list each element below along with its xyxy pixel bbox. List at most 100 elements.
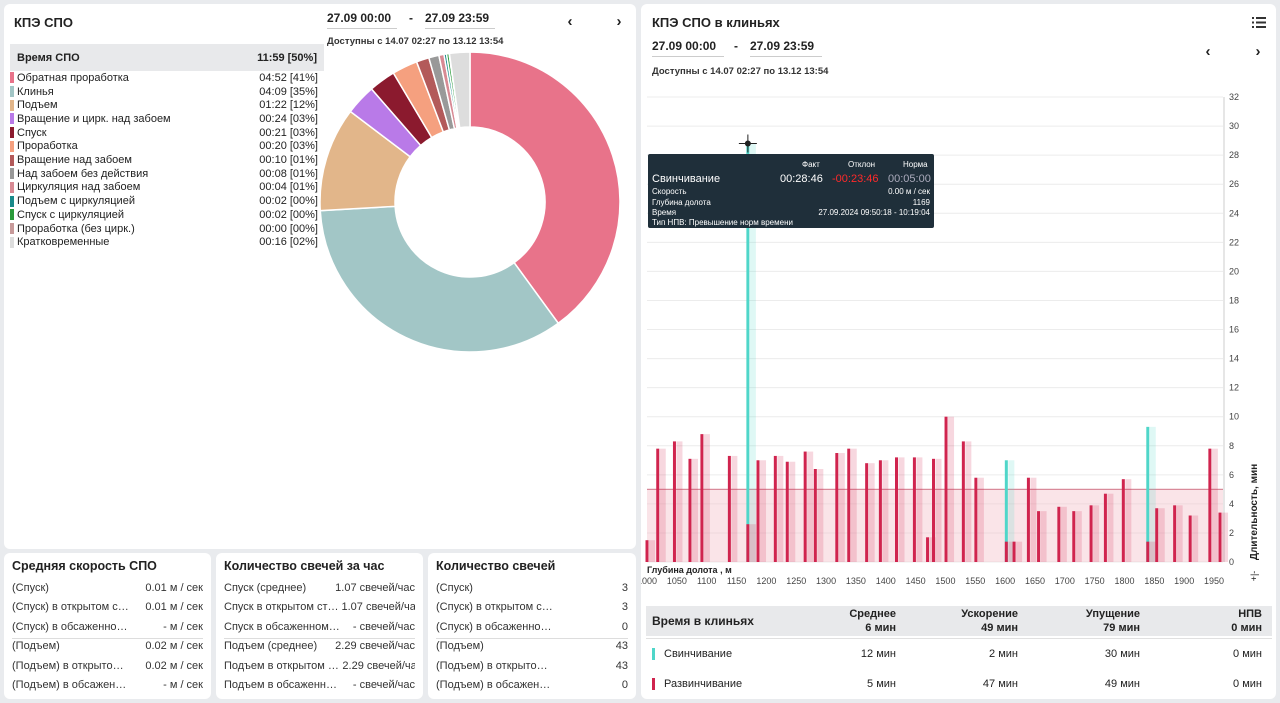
legend-item[interactable]: Кратковременные 00:16 [02%] [10, 235, 318, 249]
donut-slice[interactable] [448, 52, 471, 129]
availability-note: Доступны с 14.07 02:27 по 13.12 13:54 [327, 36, 504, 47]
bar[interactable] [1012, 541, 1016, 562]
bar[interactable] [1103, 493, 1107, 562]
bar[interactable] [1146, 541, 1150, 562]
bar[interactable] [1218, 512, 1222, 562]
row-label: Развинчивание [664, 678, 743, 690]
metric-label: (Подъем) в открытом стволе [436, 659, 555, 672]
bar[interactable] [727, 455, 731, 562]
bar-shadow [649, 540, 655, 562]
row-value: 47 мин [982, 678, 1018, 690]
hamburger-menu-icon[interactable] [1252, 17, 1266, 28]
zoom-icon[interactable]: +|- [1249, 571, 1259, 582]
y-tick-label: 0 [1229, 557, 1234, 567]
legend-item[interactable]: Проработка 00:20 [03%] [10, 140, 318, 154]
legend-item[interactable]: Циркуляция над забоем 00:04 [01%] [10, 181, 318, 195]
tooltip-time-value: 27.09.2024 09:50:18 - 10:19:04 [818, 208, 930, 217]
bar[interactable] [803, 451, 807, 562]
bar[interactable] [961, 441, 965, 562]
bar[interactable] [835, 453, 839, 562]
bar[interactable] [785, 461, 789, 562]
legend-item[interactable]: Над забоем без действия 00:08 [01%] [10, 167, 318, 181]
prev-period-button[interactable]: ‹ [1205, 43, 1211, 60]
bar[interactable] [688, 458, 692, 562]
x-tick-label: 1250 [786, 576, 806, 585]
bar[interactable] [746, 143, 750, 563]
bar[interactable] [645, 540, 649, 562]
legend-label: Подъем [17, 99, 58, 112]
table-title: Время в клиньях [652, 614, 754, 628]
bar[interactable] [895, 457, 899, 562]
date-to-field[interactable]: 27.09 23:59 [750, 39, 822, 57]
bar[interactable] [1026, 477, 1030, 562]
metric-row: (Подъем) 43 [436, 640, 628, 652]
date-from-field[interactable]: 27.09 00:00 [327, 11, 397, 29]
bar[interactable] [1121, 479, 1125, 562]
bar-shadow [1158, 508, 1165, 562]
legend-value: 00:02 [00%] [259, 195, 318, 208]
metric-row: (Подъем) в открытом стволе 43 [436, 660, 628, 672]
donut-slice[interactable] [320, 205, 560, 352]
bar[interactable] [1004, 460, 1008, 562]
tooltip-depth-value: 1169 [912, 198, 930, 207]
bar[interactable] [1089, 505, 1093, 562]
bar[interactable] [932, 458, 936, 562]
legend-item[interactable]: Клинья 04:09 [35%] [10, 85, 318, 99]
bar[interactable] [912, 457, 916, 562]
legend-item[interactable]: Вращение над забоем 00:10 [01%] [10, 153, 318, 167]
bar[interactable] [1188, 515, 1192, 563]
legend-swatch [10, 140, 14, 152]
legend-item[interactable]: Обратная проработка 04:52 [41%] [10, 71, 318, 85]
bar[interactable] [756, 460, 760, 562]
legend-item[interactable]: Спуск 00:21 [03%] [10, 126, 318, 140]
bar[interactable] [1037, 511, 1041, 562]
date-from-field[interactable]: 27.09 00:00 [652, 39, 724, 57]
next-period-button[interactable]: › [616, 13, 622, 30]
next-period-button[interactable]: › [1255, 43, 1261, 60]
bar[interactable] [656, 448, 660, 562]
metric-value: 0.02 м / сек [145, 640, 203, 653]
donut-slice[interactable] [469, 52, 620, 325]
metric-label: (Спуск) в обсаженном стволе [12, 620, 130, 633]
bar[interactable] [878, 460, 882, 562]
bar[interactable] [746, 524, 750, 562]
bar[interactable] [813, 469, 817, 562]
prev-period-button[interactable]: ‹ [567, 13, 573, 30]
legend-value: 00:02 [00%] [259, 208, 318, 221]
metric-label: Подъем в открытом стволе [224, 659, 342, 672]
bar[interactable] [944, 416, 948, 562]
legend-item[interactable]: Подъем 01:22 [12%] [10, 98, 318, 112]
x-tick-label: 1300 [816, 576, 836, 585]
legend-item[interactable]: Спуск с циркуляцией 00:02 [00%] [10, 208, 318, 222]
bar[interactable] [847, 448, 851, 562]
bar[interactable] [700, 434, 704, 562]
bar[interactable] [1155, 508, 1159, 562]
bar[interactable] [1057, 506, 1061, 562]
bar-shadow [1149, 541, 1156, 562]
bar[interactable] [974, 477, 978, 562]
bar-shadow [1008, 460, 1015, 562]
date-to-field[interactable]: 27.09 23:59 [425, 11, 495, 29]
bar[interactable] [926, 537, 930, 562]
row-value: 49 мин [1104, 678, 1140, 690]
bar[interactable] [1004, 541, 1008, 562]
y-tick-label: 14 [1229, 354, 1239, 364]
legend-item[interactable]: Подъем с циркуляцией 00:02 [00%] [10, 194, 318, 208]
tooltip-fact: 00:28:46 [780, 173, 823, 185]
legend-item[interactable]: Вращение и цирк. над забоем 00:24 [03%] [10, 112, 318, 126]
legend-item[interactable]: Проработка (без цирк.) 00:00 [00%] [10, 222, 318, 236]
bar-shadow [789, 461, 796, 562]
header-loss-label: Упущение [1085, 608, 1140, 620]
bar[interactable] [672, 441, 676, 562]
bar[interactable] [1146, 426, 1150, 562]
legend-label: Кратковременные [17, 236, 110, 249]
bar[interactable] [865, 463, 869, 562]
legend-value: 00:10 [01%] [259, 154, 318, 167]
y-tick-label: 2 [1229, 528, 1234, 538]
bar[interactable] [773, 455, 777, 562]
bar[interactable] [1173, 505, 1177, 562]
bar[interactable] [1072, 511, 1076, 562]
bar-shadow [1176, 505, 1183, 562]
bar[interactable] [1208, 448, 1212, 562]
legend-value: 00:24 [03%] [259, 112, 318, 125]
